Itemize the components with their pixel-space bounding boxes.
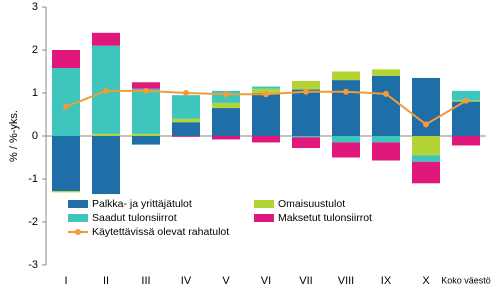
line-point	[143, 87, 149, 94]
bar-segment	[292, 137, 320, 149]
bar-segment	[332, 80, 360, 136]
bar-segment	[252, 136, 280, 143]
bar-segment	[212, 102, 240, 109]
bar-segment	[252, 93, 280, 136]
bar-segment	[332, 142, 360, 158]
x-tick-label: V	[222, 275, 230, 287]
legend-label: Maksetut tulonsiirrot	[278, 212, 372, 224]
bar-segment	[52, 136, 80, 192]
bar-segment	[52, 50, 80, 69]
bar-segment	[172, 95, 200, 119]
bar-segment	[212, 108, 240, 136]
line-point	[423, 121, 429, 128]
bar-segment	[92, 136, 120, 195]
line-point	[223, 91, 229, 98]
line-point	[463, 97, 469, 104]
line-point	[383, 90, 389, 97]
x-tick-label: IV	[181, 275, 192, 287]
line-point	[63, 103, 69, 110]
bar-segment	[172, 136, 200, 137]
bar-segment	[92, 32, 120, 46]
bar-segment	[372, 142, 400, 161]
bar-segment	[412, 136, 440, 156]
x-tick-label: VI	[261, 275, 271, 287]
bar-segment	[332, 71, 360, 81]
bar-segment	[412, 155, 440, 162]
legend-label: Saadut tulonsiirrot	[92, 212, 177, 224]
bar-segment	[412, 161, 440, 184]
line-point	[103, 87, 109, 94]
bar-segment	[452, 136, 480, 146]
bar-segment	[292, 80, 320, 90]
bar-segment	[332, 136, 360, 143]
x-tick-label: Koko väestö	[441, 275, 491, 285]
y-tick-label: 2	[32, 44, 38, 56]
legend-swatch	[254, 214, 274, 222]
legend-label: Palkka- ja yrittäjätulot	[92, 198, 192, 210]
legend-label: Käytettävissä olevat rahatulot	[92, 226, 229, 238]
bar-segment	[132, 133, 160, 136]
bar-segment	[292, 89, 320, 136]
bar-segment	[452, 90, 480, 101]
y-tick-label: 3	[32, 1, 38, 13]
legend: Palkka- ja yrittäjätulot Omaisuustulot Saa…	[68, 198, 372, 238]
bar-segment	[292, 136, 320, 138]
legend-swatch	[75, 229, 81, 235]
y-tick-label: -3	[28, 259, 38, 271]
bar-segment	[372, 136, 400, 143]
x-tick-label: IX	[381, 275, 392, 287]
bar-segment	[172, 122, 200, 136]
legend-swatch	[254, 200, 274, 208]
bar-segment	[172, 118, 200, 123]
bar-segment	[132, 82, 160, 89]
bar-segment	[252, 88, 280, 93]
line-point	[343, 88, 349, 95]
y-tick-label: -1	[28, 173, 38, 185]
legend-swatch	[68, 214, 88, 222]
x-tick-label: VII	[299, 275, 312, 287]
y-tick-label: 1	[32, 87, 38, 99]
y-axis-label: % / %-yks.	[8, 110, 20, 162]
bar-segment	[132, 136, 160, 145]
y-tick-label: -2	[28, 216, 38, 228]
bar-segment	[132, 88, 160, 134]
legend-label: Omaisuustulot	[278, 198, 345, 210]
bar-segment	[372, 69, 400, 76]
line-point	[303, 88, 309, 95]
bar-segment	[52, 191, 80, 193]
x-tick-label: X	[422, 275, 430, 287]
x-tick-label: I	[64, 275, 67, 287]
legend-swatch	[68, 200, 88, 208]
x-tick-label: II	[103, 275, 109, 287]
bar-segment	[212, 136, 240, 140]
bar-segment	[372, 75, 400, 136]
x-tick-label: VIII	[338, 275, 355, 287]
y-tick-label: 0	[32, 130, 38, 142]
line-point	[263, 91, 269, 98]
bar-segment	[252, 86, 280, 89]
bar-segment	[92, 133, 120, 136]
line-point	[183, 90, 189, 96]
x-tick-label: III	[141, 275, 150, 287]
